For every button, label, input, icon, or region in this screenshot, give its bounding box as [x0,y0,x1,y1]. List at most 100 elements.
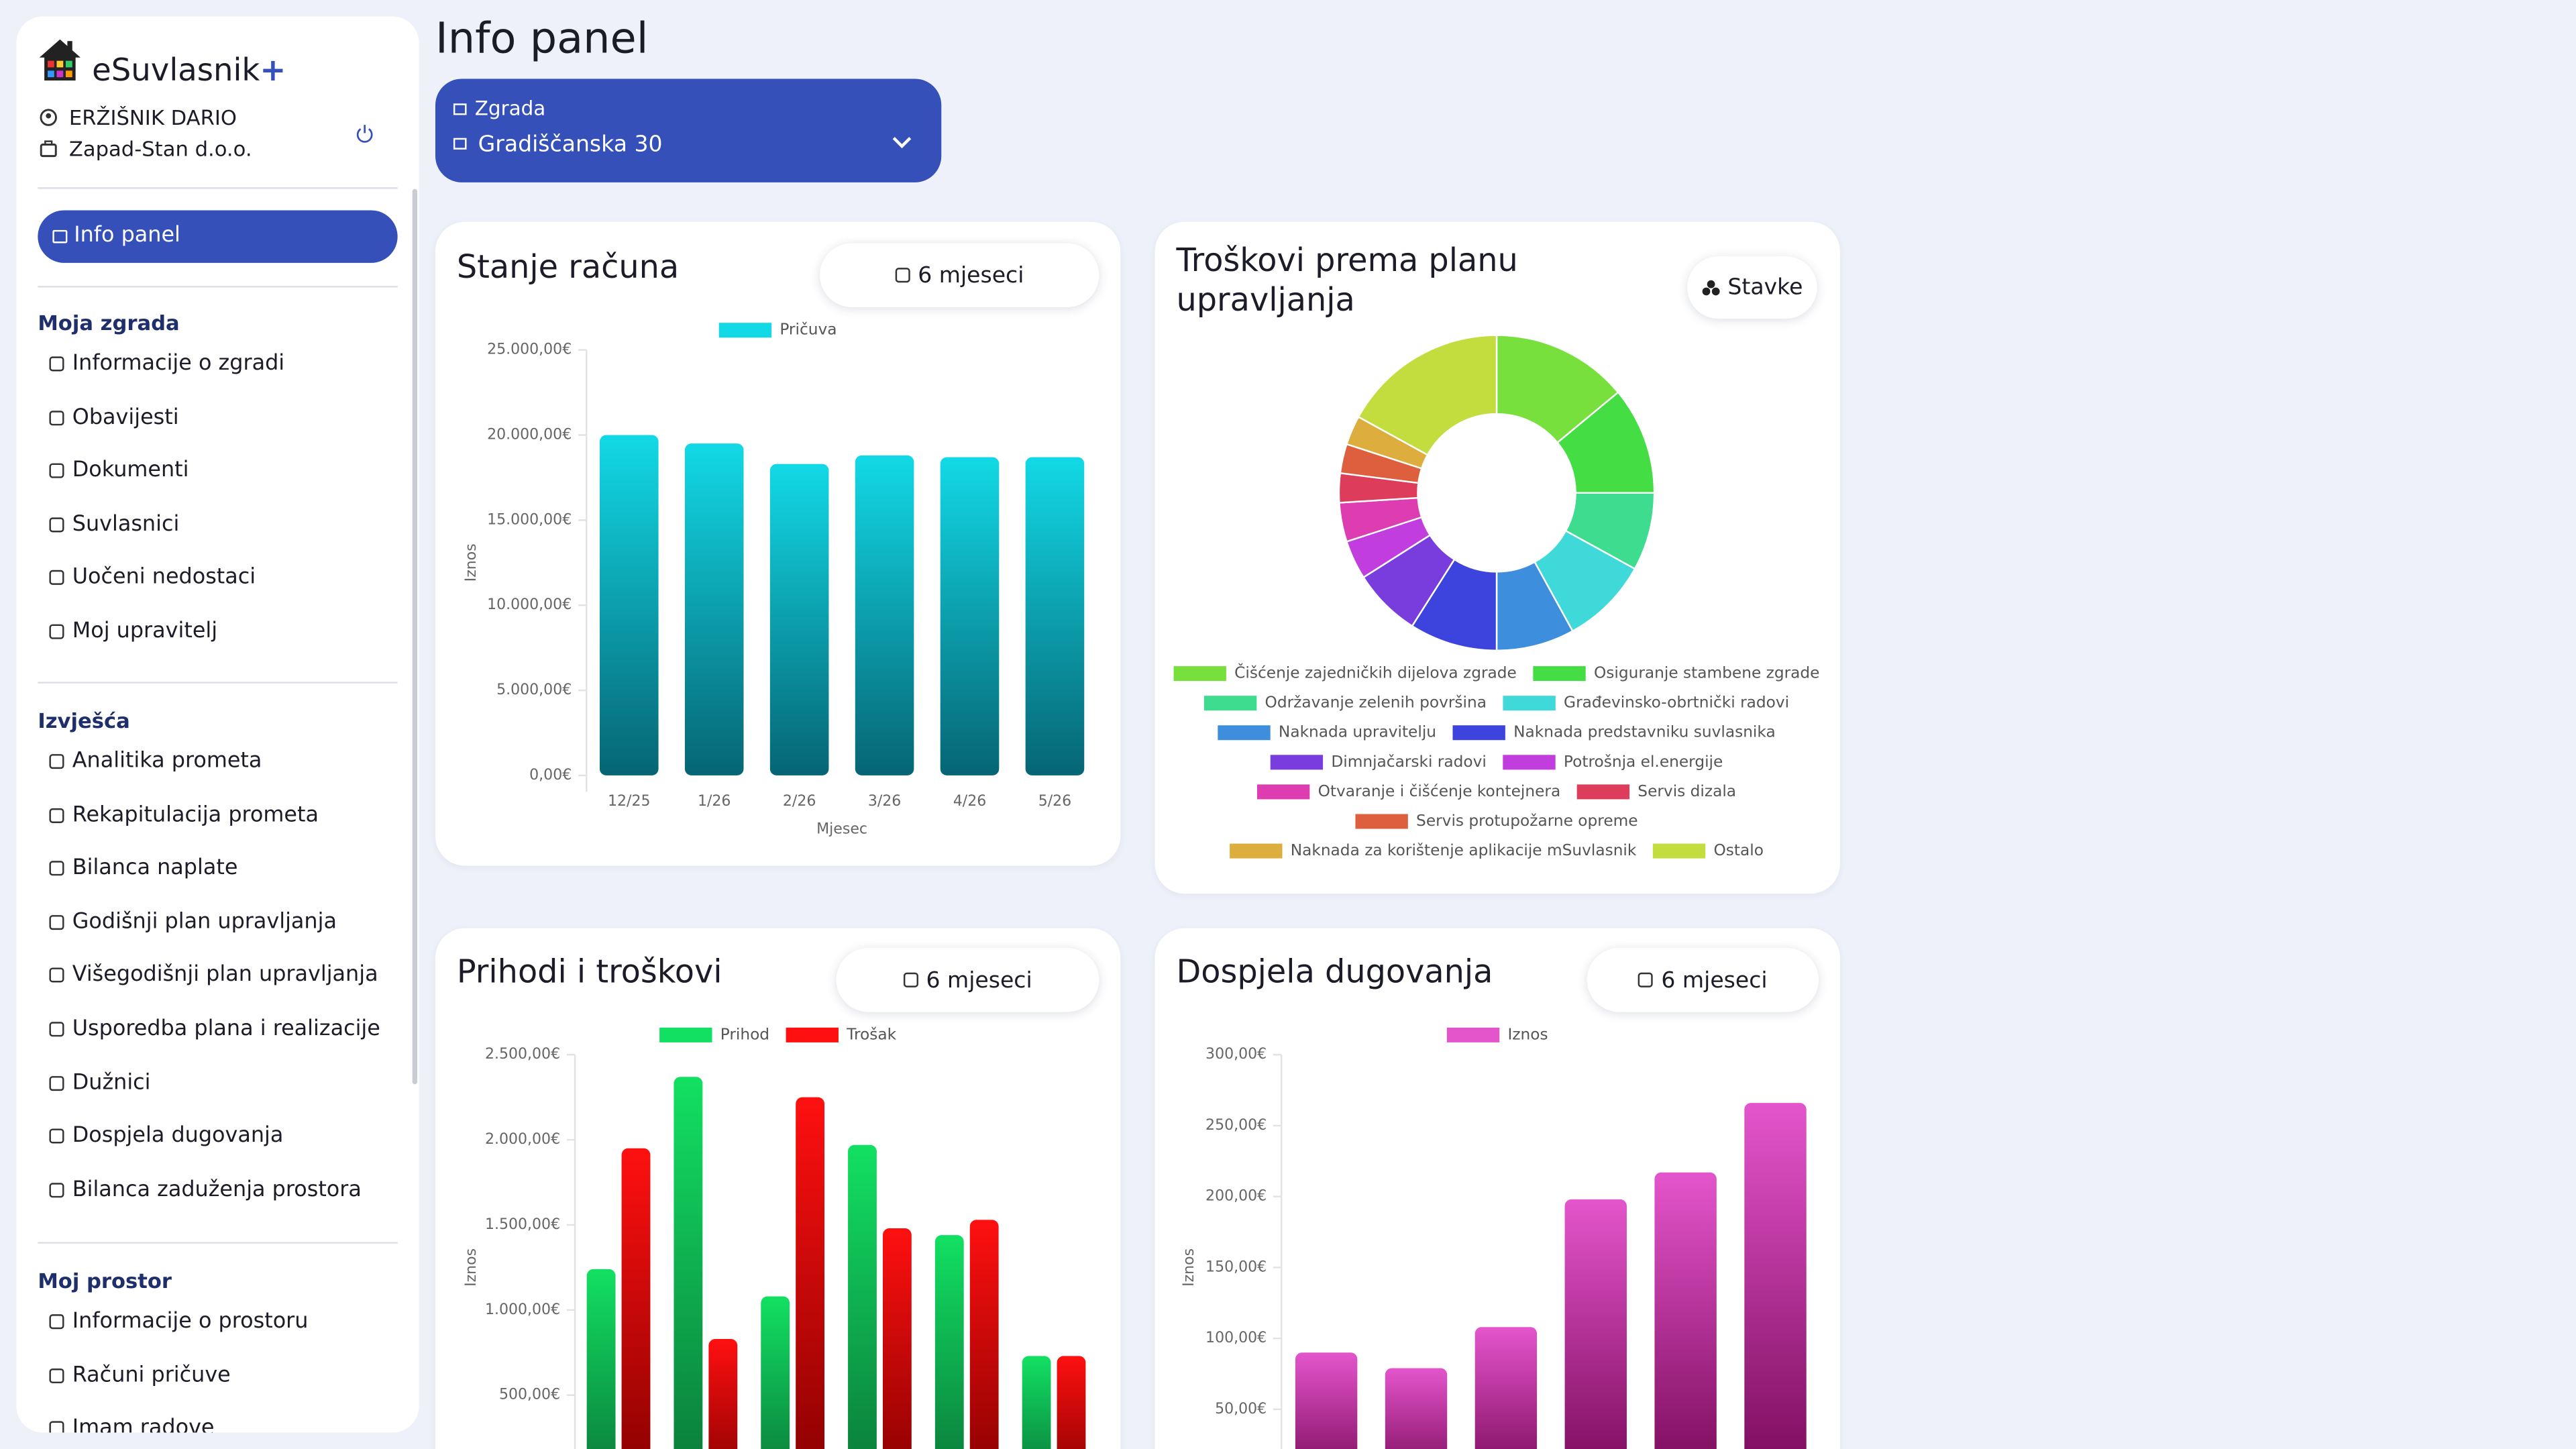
bar [796,1097,825,1449]
bar [1022,1356,1051,1449]
nav-icon [49,968,64,983]
y-tick-label: 15.000,00€ [487,511,572,528]
nav-item[interactable]: Suvlasnici [49,513,179,537]
bar [1057,1356,1086,1449]
nav-icon [49,1421,64,1433]
divider [38,286,398,288]
nav-item[interactable]: Uočeni nedostaci [49,566,256,590]
nav-item[interactable]: Imam radove [49,1416,215,1433]
scrollbar[interactable] [412,189,418,1085]
bar [674,1077,703,1449]
nav-item[interactable]: Dužnici [49,1071,151,1095]
y-tick-label: 20.000,00€ [487,426,572,443]
brand[interactable]: eSuvlasnik+ [92,52,286,89]
divider [38,187,398,189]
nav-item[interactable]: Analitika prometa [49,749,262,774]
legend-swatch [1203,696,1257,711]
legend-label: Naknada upravitelju [1279,723,1436,741]
brand-name: eSuvlasnik [92,52,260,89]
legend-swatch [1173,666,1226,682]
nav-item[interactable]: Bilanca naplate [49,856,237,881]
period-button[interactable]: 6 mjeseci [820,243,1099,307]
items-button[interactable]: Stavke [1687,256,1817,319]
bar [761,1296,790,1449]
legend-label: Održavanje zelenih površina [1265,694,1487,712]
nav-icon [49,1182,64,1197]
legend-label: Naknada za korištenje aplikacije mSuvlas… [1291,841,1637,859]
building-icon [453,138,467,150]
bar [1654,1172,1717,1449]
nav-item[interactable]: Informacije o prostoru [49,1309,308,1334]
nav-label: Računi pričuve [72,1362,231,1388]
nav-item[interactable]: Dokumenti [49,458,189,484]
nav-item[interactable]: Informacije o zgradi [49,352,284,376]
card [1155,221,1840,894]
calendar-icon [1638,972,1654,987]
nav-item[interactable]: Usporedba plana i realizacije [49,1017,380,1042]
y-tick-label: 1.000,00€ [485,1301,560,1318]
company-icon [40,140,57,158]
nav-label: Informacije o prostoru [72,1309,309,1334]
y-tick-label: 200,00€ [1205,1188,1267,1205]
nav-active[interactable]: Info panel [38,210,398,263]
bar [969,1220,999,1449]
chevron [892,137,912,149]
calendar-icon [894,268,910,283]
items-icon [1701,280,1719,296]
y-axis-title: Iznos [1181,1248,1197,1287]
user-icon [40,109,57,126]
card-title: Prihodi i troškovi [456,953,722,991]
bar [586,1269,616,1449]
nav-item[interactable]: Bilanca zaduženja prostora [49,1177,362,1202]
nav-icon [49,1368,64,1383]
nav-item[interactable]: Godišnji plan upravljanja [49,910,337,934]
nav-item[interactable]: Dospjela dugovanja [49,1124,283,1148]
nav-item[interactable]: Moj upravitelj [49,619,217,644]
y-tick-label: 1.500,00€ [485,1216,560,1233]
nav-label: Usporedba plana i realizacije [72,1016,380,1042]
nav-item[interactable]: Višegodišnji plan upravljanja [49,963,378,988]
nav-item[interactable]: Rekapitulacija prometa [49,803,319,827]
y-tick-label: 500,00€ [499,1387,560,1403]
legend-swatch [786,1027,839,1042]
bar [1564,1199,1627,1449]
y-tick-label: 5.000,00€ [496,682,572,698]
bar [708,1338,738,1449]
y-tick-label: 150,00€ [1205,1258,1267,1275]
nav-label: Analitika prometa [72,749,262,774]
period-button[interactable]: 6 mjeseci [1587,948,1819,1012]
nav-item[interactable]: Obavijesti [49,405,179,430]
bar [1385,1368,1448,1449]
legend-swatch [1576,784,1630,800]
legend-label: Servis dizala [1638,782,1736,800]
nav-icon [49,464,64,479]
y-axis-title: Iznos [463,1248,480,1287]
building-select[interactable]: Zgrada Gradiščanska 30 [435,78,942,182]
legend-swatch [1230,843,1283,859]
nav-icon [49,807,64,822]
nav-icon [49,1128,64,1144]
nav-icon [49,754,64,769]
legend-label: Potrošnja el.energije [1564,753,1723,771]
legend-swatch [1533,666,1586,682]
period-button[interactable]: 6 mjeseci [836,948,1099,1012]
button-label: 6 mjeseci [918,262,1024,288]
legend-label: Otvaranje i čišćenje kontejnera [1318,782,1561,800]
legend-swatch [1256,784,1310,800]
x-tick-label: 12/25 [608,793,651,810]
nav-icon [49,914,64,930]
nav-label: Dokumenti [72,458,189,484]
nav-item[interactable]: Računi pričuve [49,1362,231,1388]
y-axis-title: Iznos [463,543,480,582]
button-label: Stavke [1727,274,1803,301]
bar [1474,1327,1538,1449]
nav-label: Suvlasnici [72,512,180,537]
brand-plus: + [260,52,286,89]
legend: Naknada upravitelju Naknada predstavniku … [1218,723,1776,741]
section-title: Moja zgrada [38,310,180,335]
nav-label: Višegodišnji plan upravljanja [72,963,378,988]
nav-label: Informacije o zgradi [72,352,285,376]
logout-button[interactable] [355,123,374,143]
